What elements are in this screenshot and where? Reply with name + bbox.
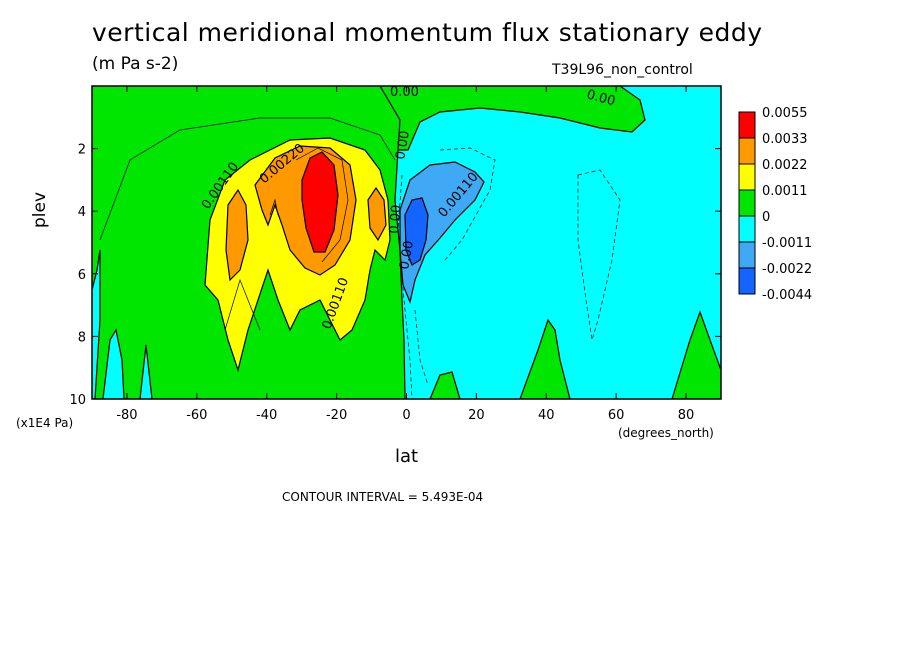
chart-units: (m Pa s-2) <box>92 54 179 74</box>
colorbar-legend: 0.0055 0.0033 0.0022 0.0011 0 -0.0011 -0.0022 -… <box>738 106 812 303</box>
field-green-nh-1 <box>429 371 461 399</box>
x-tick-label: 40 <box>538 408 555 423</box>
contour-line-dash-4 <box>397 174 413 399</box>
colorbar-swatch <box>738 215 756 243</box>
y-axis-ticks: 2 4 6 8 10 <box>69 143 721 408</box>
chart-title: vertical meridional momentum flux statio… <box>92 18 763 47</box>
contour-line-dash-3 <box>414 309 429 386</box>
x-tick-label: 60 <box>608 408 625 423</box>
field-cyan-sh-3 <box>139 344 153 399</box>
contour-label: 0.00 <box>585 87 617 109</box>
y-tick-label: 2 <box>78 143 86 158</box>
x-tick-label: 80 <box>678 408 695 423</box>
colorbar-swatch <box>738 189 756 217</box>
field-green-nh-2 <box>519 318 571 399</box>
contour-interval-note: CONTOUR INTERVAL = 5.493E-04 <box>282 490 484 504</box>
x-tick-label: -20 <box>326 408 347 423</box>
field-orange-1 <box>225 188 249 282</box>
contour-label: 0.00 <box>397 240 417 271</box>
x-tick-label: -80 <box>116 408 137 423</box>
field-green-top <box>379 86 646 151</box>
colorbar-label: 0.0055 <box>762 106 808 121</box>
contour-line-4 <box>295 147 349 263</box>
colorbar-label: 0.0033 <box>762 132 808 147</box>
contour-line-dash-2 <box>577 169 621 341</box>
colorbar-label: -0.0011 <box>762 236 812 251</box>
x-tick-label: 20 <box>468 408 485 423</box>
contour-line-2 <box>224 278 261 331</box>
contour-fields <box>92 86 721 399</box>
colorbar-label: -0.0044 <box>762 288 812 303</box>
field-cyan-sh-2 <box>102 328 125 399</box>
field-darkblue <box>404 197 429 266</box>
field-lightblue <box>399 161 485 304</box>
run-label: T39L96_non_control <box>552 62 693 78</box>
x-axis-unit: (degrees_north) <box>618 426 714 440</box>
field-cyan-sh-1 <box>92 249 101 399</box>
colorbar-swatch <box>738 241 756 269</box>
y-tick-label: 4 <box>78 205 86 220</box>
x-tick-label: -40 <box>256 408 277 423</box>
x-tick-label: 0 <box>402 408 410 423</box>
contour-label: 0.00 <box>393 130 413 161</box>
y-axis-unit: (x1E4 Pa) <box>16 416 74 430</box>
contour-line-1 <box>99 117 396 241</box>
x-axis-label: lat <box>395 446 419 467</box>
contour-line-3 <box>269 198 279 216</box>
y-tick-label: 10 <box>69 393 86 408</box>
contour-lines <box>99 117 621 399</box>
y-tick-label: 8 <box>78 330 86 345</box>
field-orange-3 <box>367 186 387 242</box>
colorbar-swatch <box>738 137 756 165</box>
x-axis-ticks: -80 -60 -40 -20 0 20 40 60 80 <box>116 86 694 423</box>
contour-label: 0.00 <box>390 85 419 100</box>
contour-line-dash-1 <box>439 147 496 261</box>
colorbar-label: 0.0011 <box>762 184 808 199</box>
contour-label: 0.00 <box>387 204 404 234</box>
colorbar-swatch <box>738 163 756 191</box>
colorbar-swatch <box>738 267 756 295</box>
colorbar-label: -0.0022 <box>762 262 812 277</box>
colorbar-label: 0 <box>762 210 770 225</box>
colorbar-swatch <box>738 111 756 139</box>
y-tick-label: 6 <box>78 268 86 283</box>
field-green-nh-3 <box>671 310 721 399</box>
colorbar-label: 0.0022 <box>762 158 808 173</box>
x-tick-label: -60 <box>186 408 207 423</box>
field-red <box>301 151 339 253</box>
